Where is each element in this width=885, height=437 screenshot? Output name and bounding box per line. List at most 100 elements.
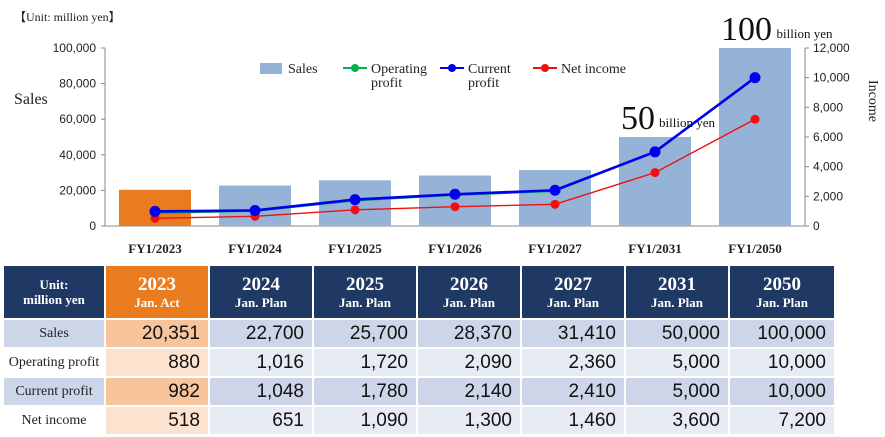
series-point (149, 205, 161, 217)
table-corner: Unit: million yen (2, 264, 106, 320)
annotation-value: 100 (721, 11, 772, 48)
col-sub: Jan. Plan (338, 294, 391, 310)
data-table: Unit: million yen 2023 Jan. Act 2024 Jan. P… (2, 264, 836, 436)
col-header-2023: 2023 Jan. Act (104, 264, 210, 320)
col-header-2024: 2024 Jan. Plan (208, 264, 314, 320)
col-header-2050: 2050 Jan. Plan (728, 264, 836, 320)
col-year: 2024 (242, 273, 280, 295)
series-point (750, 114, 760, 124)
col-header-2025: 2025 Jan. Plan (312, 264, 418, 320)
y-tick-label: 60,000 (59, 112, 96, 126)
series-point (550, 199, 560, 209)
y-tick-label: 40,000 (59, 148, 96, 162)
x-tick-label: FY1/2027 (528, 241, 582, 256)
table-header-row: Unit: million yen 2023 Jan. Act 2024 Jan. P… (2, 264, 836, 320)
table-cell: 22,700 (208, 318, 314, 349)
col-sub: Jan. Plan (442, 294, 495, 310)
legend-label: profit (468, 76, 499, 91)
y-tick-label: 100,000 (53, 41, 97, 55)
series-point (349, 194, 361, 206)
annotation-value: 50 (621, 100, 655, 137)
series-point (749, 72, 761, 84)
col-header-2026: 2026 Jan. Plan (416, 264, 522, 320)
x-tick-label: FY1/2050 (728, 241, 781, 256)
col-year: 2026 (450, 273, 488, 295)
series-lines (149, 72, 761, 223)
table-cell: 1,090 (312, 405, 418, 436)
y2-axis-label: Income (865, 80, 880, 122)
unit-note: 【Unit: million yen】 (14, 10, 121, 24)
x-tick-label: FY1/2025 (328, 241, 382, 256)
table-cell: 3,600 (624, 405, 730, 436)
series-point (649, 146, 661, 158)
table-cell: 1,048 (208, 376, 314, 407)
series-point (249, 204, 261, 216)
table-cell: 1,016 (208, 347, 314, 378)
table-cell: 518 (104, 405, 210, 436)
table-body: Sales 20,351 22,700 25,700 28,370 31,410 50,00… (2, 318, 836, 436)
legend-label-sales: Sales (288, 62, 318, 77)
series-point (450, 202, 460, 212)
combo-chart: 【Unit: million yen】 Sales Income 100,000… (14, 10, 880, 256)
y2-tick-label: 2,000 (813, 189, 843, 203)
y2-tick-label: 10,000 (813, 71, 850, 85)
table-cell: 10,000 (728, 347, 836, 378)
annotation-unit: billion yen (659, 115, 715, 130)
sales-bar (419, 175, 491, 226)
table-row: Current profit 982 1,048 1,780 2,140 2,410 5,0… (2, 376, 836, 407)
legend-label: Current (468, 62, 511, 77)
bars (119, 48, 791, 226)
x-tick-label: FY1/2023 (128, 241, 182, 256)
table-cell: 31,410 (520, 318, 626, 349)
annotation-unit: billion yen (777, 26, 833, 41)
col-year: 2031 (658, 273, 696, 295)
col-header-2027: 2027 Jan. Plan (520, 264, 626, 320)
y2-tick-label: 6,000 (813, 130, 843, 144)
table-row: Net income 518 651 1,090 1,300 1,460 3,600 7,20… (2, 405, 836, 436)
legend-marker (541, 64, 549, 72)
table-cell: 1,720 (312, 347, 418, 378)
annotations: 50 billion yen 100 billion yen (621, 11, 833, 137)
col-sub: Jan. Plan (546, 294, 599, 310)
series-point (650, 168, 660, 178)
legend-marker (448, 64, 456, 72)
table-cell: 100,000 (728, 318, 836, 349)
table-cell: 10,000 (728, 376, 836, 407)
table-cell: 25,700 (312, 318, 418, 349)
table-cell: 5,000 (624, 347, 730, 378)
y-tick-label: 0 (89, 219, 96, 233)
table-cell: 2,360 (520, 347, 626, 378)
table-row: Sales 20,351 22,700 25,700 28,370 31,410 50,00… (2, 318, 836, 349)
legend-label: profit (371, 76, 402, 91)
x-tick-label: FY1/2026 (428, 241, 482, 256)
series-point (350, 205, 360, 215)
col-sub: Jan. Act (134, 294, 180, 310)
table-cell: 2,140 (416, 376, 522, 407)
col-year: 2025 (346, 273, 384, 295)
y-tick-label: 80,000 (59, 77, 96, 91)
col-sub: Jan. Plan (650, 294, 703, 310)
table-cell: 2,090 (416, 347, 522, 378)
sales-bar (519, 170, 591, 226)
y-tick-label: 20,000 (59, 183, 96, 197)
corner-line-2: million yen (23, 292, 85, 307)
table-cell: 7,200 (728, 405, 836, 436)
table-cell: 28,370 (416, 318, 522, 349)
col-year: 2023 (138, 273, 176, 295)
legend-swatch-sales (260, 63, 282, 74)
col-sub: Jan. Plan (234, 294, 287, 310)
y-axis-label: Sales (14, 91, 48, 108)
table-cell: 651 (208, 405, 314, 436)
col-header-2031: 2031 Jan. Plan (624, 264, 730, 320)
table-cell: 1,780 (312, 376, 418, 407)
col-year: 2027 (554, 273, 592, 295)
legend-marker (351, 64, 359, 72)
y2-tick-label: 8,000 (813, 100, 843, 114)
legend-label: Net income (561, 62, 626, 77)
table-cell: 5,000 (624, 376, 730, 407)
y2-tick-label: 12,000 (813, 41, 850, 55)
y2-tick-label: 4,000 (813, 160, 843, 174)
table-cell: 50,000 (624, 318, 730, 349)
axes: 100,000 80,000 60,000 40,000 20,000 0 12,000 10… (53, 41, 850, 256)
